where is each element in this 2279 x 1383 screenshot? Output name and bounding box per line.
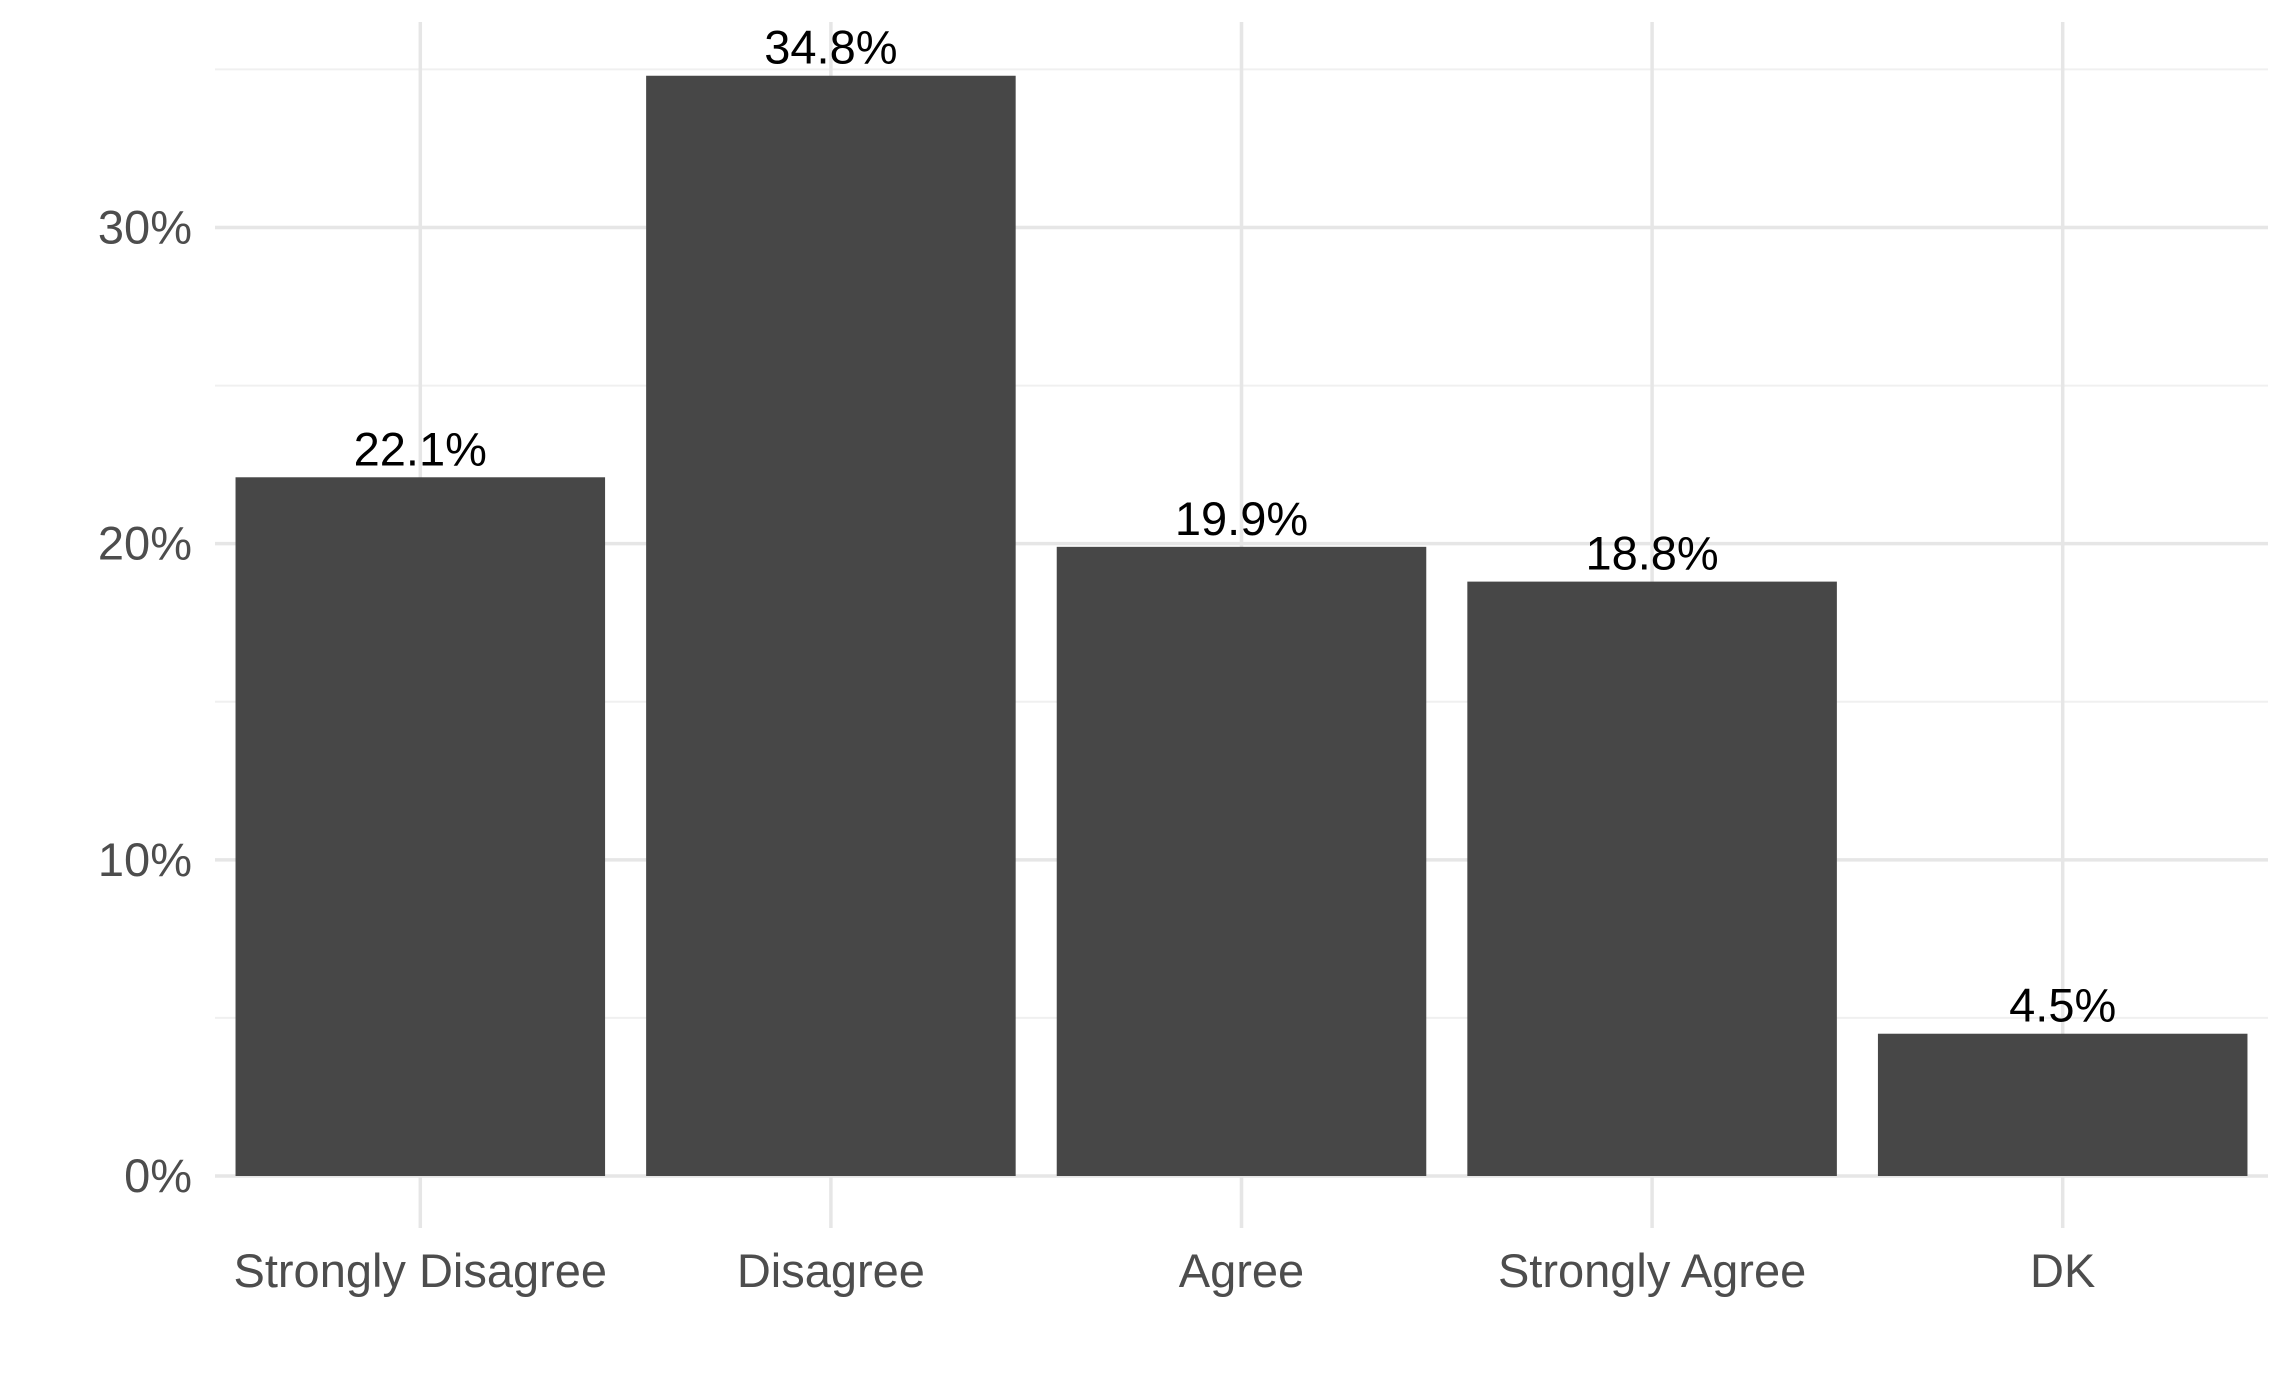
bar xyxy=(235,477,606,1176)
y-tick-label: 20% xyxy=(98,517,192,570)
data-label: 18.8% xyxy=(1585,527,1718,580)
x-tick-label: DK xyxy=(2030,1244,2095,1297)
bars xyxy=(235,75,2248,1177)
y-tick-label: 0% xyxy=(124,1149,192,1202)
data-label: 19.9% xyxy=(1175,492,1308,545)
data-labels: 22.1% 34.8% 19.9% 18.8% 4.5% xyxy=(354,21,2117,1032)
y-axis-ticks: 0% 10% 20% 30% xyxy=(98,201,192,1202)
data-label: 34.8% xyxy=(764,21,897,74)
data-label: 22.1% xyxy=(354,422,487,475)
bar xyxy=(1467,581,1837,1176)
data-label: 4.5% xyxy=(2009,979,2116,1032)
x-tick-label: Strongly Disagree xyxy=(234,1244,608,1297)
x-axis-ticks: Strongly Disagree Disagree Agree Strongly A… xyxy=(234,1244,2096,1297)
bar xyxy=(646,75,1016,1177)
x-tick-label: Agree xyxy=(1179,1244,1304,1297)
bar xyxy=(1056,546,1427,1176)
bar xyxy=(1877,1033,2248,1176)
x-tick-label: Disagree xyxy=(737,1244,925,1297)
x-tick-label: Strongly Agree xyxy=(1498,1244,1806,1297)
y-tick-label: 30% xyxy=(98,201,192,254)
y-tick-label: 10% xyxy=(98,833,192,886)
